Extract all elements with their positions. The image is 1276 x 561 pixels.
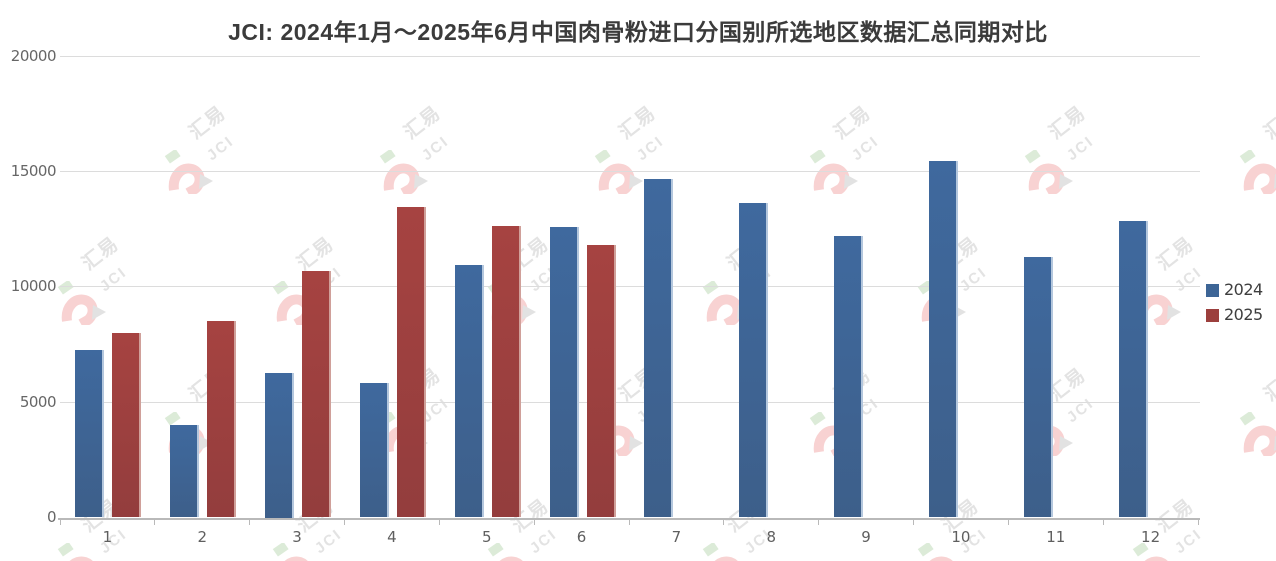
bar-2025-month-1 (112, 332, 142, 518)
x-axis-tick (59, 519, 61, 525)
bar-2025-month-4 (396, 207, 426, 518)
x-axis-tick (249, 519, 251, 525)
y-axis-label-15000: 15000 (10, 161, 57, 180)
bar-2025-month-5 (491, 225, 521, 518)
legend-swatch-2025 (1206, 308, 1219, 322)
bar-2024-month-8 (739, 202, 769, 518)
x-axis-label-7: 7 (671, 527, 682, 546)
x-axis-tick (628, 519, 630, 525)
x-axis-label-11: 11 (1046, 527, 1066, 546)
y-axis-label-5000: 5000 (19, 392, 57, 411)
bar-2024-month-1 (75, 350, 105, 518)
x-axis-label-12: 12 (1141, 527, 1161, 546)
y-axis-label-0: 0 (46, 508, 57, 526)
gridline-10000 (60, 286, 1200, 288)
gridline-20000 (60, 55, 1200, 57)
gridline-15000 (60, 170, 1200, 172)
bar-2024-month-6 (549, 226, 579, 518)
x-axis-tick (533, 519, 535, 525)
x-axis-tick (438, 519, 440, 525)
x-axis-tick (913, 519, 914, 525)
x-axis-label-2: 2 (197, 527, 208, 546)
legend-item-2025: 2025 (1206, 305, 1263, 324)
x-axis-label-4: 4 (387, 527, 397, 546)
legend-label-2025: 2025 (1224, 305, 1263, 324)
x-axis-label-6: 6 (576, 527, 587, 546)
x-axis-tick (818, 519, 820, 525)
y-axis-label-20000: 20000 (10, 46, 57, 65)
bar-2024-month-5 (454, 264, 484, 518)
legend: 2024 2025 (1206, 280, 1263, 333)
chart-title: JCI: 2024年1月～2025年6月中国肉骨粉进口分国别所选地区数据汇总同期… (228, 19, 1048, 45)
bar-2024-month-9 (834, 235, 864, 518)
x-axis-label-5: 5 (481, 527, 492, 546)
bar-2024-month-7 (644, 179, 674, 518)
bar-2024-month-3 (265, 373, 295, 518)
legend-label-2024: 2024 (1224, 280, 1263, 299)
bar-2025-month-6 (586, 245, 616, 518)
x-axis-label-8: 8 (766, 527, 777, 546)
bar-2024-month-10 (928, 160, 958, 518)
legend-swatch-2024 (1206, 283, 1219, 297)
x-axis-tick (1007, 519, 1009, 525)
x-axis-tick (1102, 519, 1104, 525)
gridline-5000 (60, 401, 1200, 403)
bar-2024-month-11 (1023, 256, 1053, 518)
x-axis-tick (344, 519, 345, 525)
x-axis-tick (723, 519, 725, 525)
bar-2024-month-2 (170, 425, 200, 518)
bar-2025-month-3 (302, 270, 332, 518)
x-axis-tick (1197, 519, 1199, 525)
y-axis-label-10000: 10000 (10, 277, 57, 296)
x-axis-label-3: 3 (292, 527, 302, 546)
x-axis-label-1: 1 (102, 527, 113, 546)
x-axis-line (58, 517, 1200, 520)
x-axis-tick (154, 519, 156, 525)
bar-2024-month-12 (1118, 220, 1148, 518)
x-axis-label-9: 9 (861, 527, 871, 546)
x-axis-label-10: 10 (951, 527, 971, 546)
bar-2025-month-2 (207, 321, 237, 518)
legend-item-2024: 2024 (1206, 280, 1263, 299)
bar-2024-month-4 (359, 382, 389, 518)
